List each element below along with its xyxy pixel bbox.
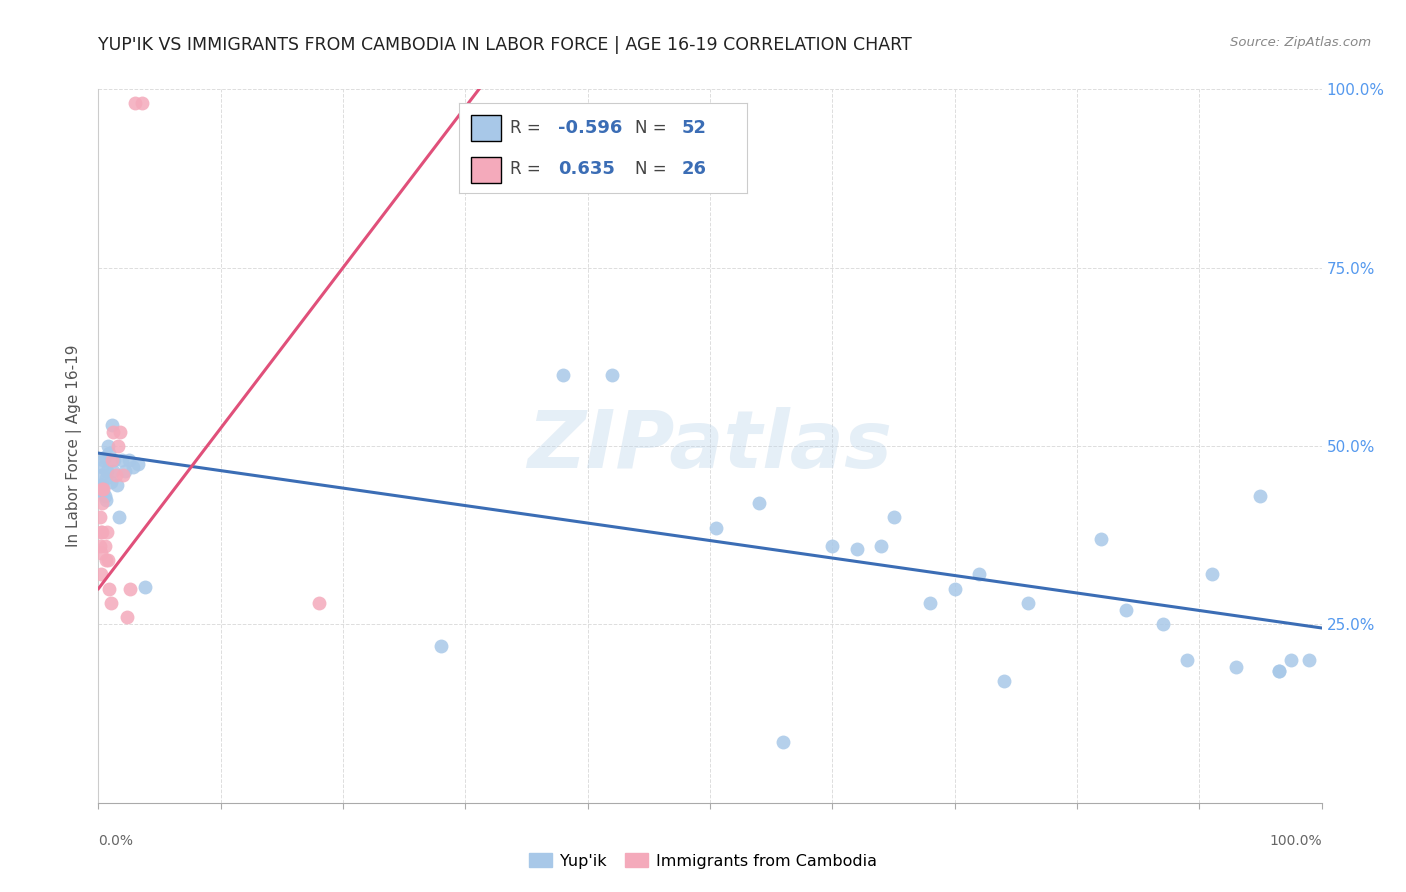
Point (89, 539, 111, 553)
Point (91, 524, 114, 539)
Point (943, 582, 966, 596)
Point (118, 453, 141, 467)
Point (1017, 596, 1039, 610)
Point (772, 735, 794, 749)
Point (108, 510, 131, 524)
Point (1225, 660, 1247, 674)
Point (91, 482, 114, 496)
Point (96, 524, 118, 539)
Point (111, 453, 134, 467)
Point (91, 485, 114, 500)
Point (114, 464, 136, 478)
Point (90, 546, 112, 560)
Point (90, 524, 112, 539)
Point (1090, 532, 1112, 546)
Point (993, 674, 1015, 689)
Point (553, 368, 575, 382)
Point (967, 567, 990, 582)
Point (100, 475, 122, 489)
Point (1279, 653, 1302, 667)
Point (94, 492, 117, 507)
Point (1298, 653, 1320, 667)
Text: ZIPatlas: ZIPatlas (527, 407, 893, 485)
Point (105, 478, 128, 492)
Point (104, 467, 127, 482)
Point (1175, 653, 1198, 667)
Point (93, 489, 115, 503)
Point (94, 553, 117, 567)
Point (98, 446, 121, 460)
Point (89, 510, 111, 524)
Point (90, 482, 112, 496)
Point (121, 460, 143, 475)
Y-axis label: In Labor Force | Age 16-19: In Labor Force | Age 16-19 (66, 344, 83, 548)
Point (93, 450, 115, 464)
Point (870, 539, 893, 553)
Point (883, 510, 905, 524)
Point (91, 482, 114, 496)
Point (91, 453, 114, 467)
Point (1201, 567, 1223, 582)
Point (127, 457, 149, 471)
Point (1268, 664, 1291, 678)
Point (101, 425, 124, 439)
Point (821, 539, 844, 553)
Point (134, 580, 156, 594)
Point (101, 453, 124, 467)
Text: 100.0%: 100.0% (1270, 834, 1322, 848)
Point (131, 96, 153, 111)
Point (1268, 664, 1291, 678)
Point (90, 567, 112, 582)
Point (96, 464, 118, 478)
Point (845, 542, 868, 557)
Point (1115, 603, 1137, 617)
Point (124, 96, 146, 111)
Point (103, 453, 125, 467)
Point (91, 478, 114, 492)
Point (120, 582, 142, 596)
Point (920, 596, 942, 610)
Point (101, 464, 124, 478)
Point (90, 467, 112, 482)
Point (1152, 617, 1174, 632)
Point (97, 553, 120, 567)
Point (704, 521, 727, 535)
Point (97, 439, 120, 453)
Point (100, 596, 122, 610)
Point (94, 471, 117, 485)
Point (101, 417, 124, 432)
Point (91, 496, 114, 510)
Point (107, 439, 129, 453)
Point (430, 639, 453, 653)
Point (1249, 489, 1271, 503)
Legend: Yup'ik, Immigrants from Cambodia: Yup'ik, Immigrants from Cambodia (523, 847, 883, 875)
Text: Source: ZipAtlas.com: Source: ZipAtlas.com (1230, 36, 1371, 49)
Text: YUP'IK VS IMMIGRANTS FROM CAMBODIA IN LABOR FORCE | AGE 16-19 CORRELATION CHART: YUP'IK VS IMMIGRANTS FROM CAMBODIA IN LA… (98, 36, 912, 54)
Point (748, 496, 770, 510)
Point (91, 460, 114, 475)
Point (308, 596, 330, 610)
Point (98, 582, 121, 596)
Point (89, 478, 111, 492)
Point (110, 425, 132, 439)
Point (93, 539, 115, 553)
Point (600, 368, 623, 382)
Text: 0.0%: 0.0% (98, 834, 134, 848)
Point (111, 467, 134, 482)
Point (115, 610, 138, 624)
